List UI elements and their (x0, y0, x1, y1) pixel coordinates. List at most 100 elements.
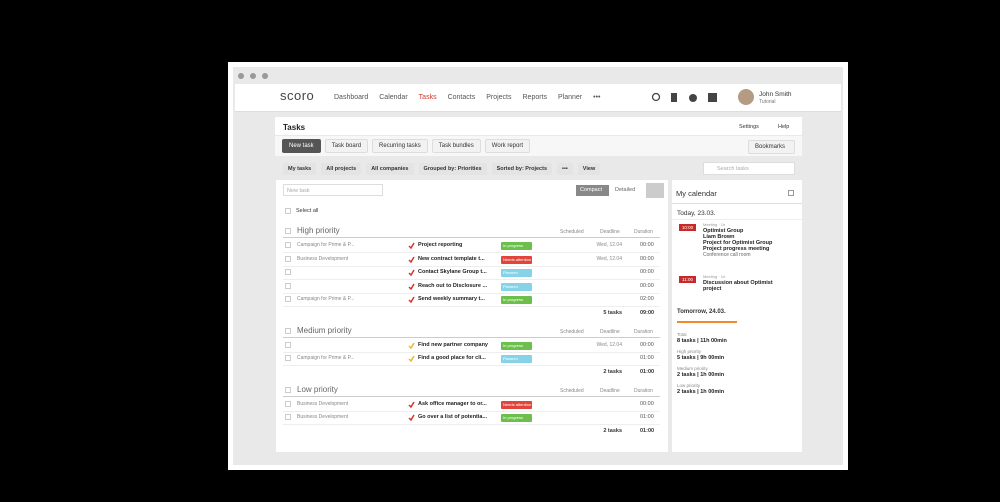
logo[interactable]: scoro (280, 88, 315, 103)
group-title: High priority (297, 226, 340, 235)
check-icon (408, 355, 415, 362)
row-divider (283, 424, 660, 425)
column-header: Duration (634, 328, 653, 335)
event-line[interactable]: Conference call room (703, 252, 751, 258)
close-icon[interactable] (788, 190, 794, 196)
task-name[interactable]: Find a good place for cli... (418, 355, 486, 361)
event-line[interactable]: Liam Brown (703, 234, 735, 240)
checkbox[interactable] (285, 255, 291, 262)
layout-toggle[interactable] (646, 183, 664, 198)
nav-item[interactable]: Dashboard (334, 94, 369, 101)
filter[interactable]: View (577, 163, 601, 175)
add-icon[interactable] (708, 93, 717, 102)
summary-label: High priority (677, 349, 702, 354)
checkbox[interactable] (285, 341, 291, 348)
filter[interactable]: My tasks (283, 163, 317, 175)
nav-item[interactable]: Calendar (379, 94, 408, 101)
status-badge: Planned (501, 269, 532, 277)
search-icon[interactable] (651, 92, 661, 102)
event-line[interactable]: Optimist Group (703, 228, 744, 234)
help-link[interactable]: Help (778, 124, 790, 130)
window-dot (238, 73, 244, 79)
check-icon (408, 296, 415, 303)
notification-icon[interactable] (689, 94, 697, 102)
event-line[interactable]: project (703, 286, 722, 292)
status-badge: Planned (501, 282, 532, 291)
checkbox[interactable] (285, 269, 291, 275)
nav-item[interactable]: ••• (593, 94, 601, 101)
checkbox[interactable] (285, 228, 291, 234)
task-name[interactable]: Send weekly summary t... (418, 296, 485, 302)
project: Campaign for Prime & P... (297, 296, 355, 302)
task-name[interactable]: New contract template t... (418, 255, 485, 262)
tab[interactable]: Task board (324, 139, 369, 153)
detailed-toggle[interactable]: Detailed (615, 187, 636, 193)
status-badge: In progress (501, 296, 532, 304)
tomorrow-underline (677, 321, 737, 323)
task-name[interactable]: Project reporting (418, 242, 463, 248)
column-header: Deadline (600, 387, 620, 394)
event-type: Meeting · 1h (703, 222, 726, 227)
deadline: Wed, 12.04 (596, 341, 622, 348)
check-icon (408, 414, 415, 421)
event-type: Meeting · 1h (703, 274, 726, 279)
project: Campaign for Prime & P... (297, 355, 355, 361)
task-name[interactable]: Reach out to Disclosure ... (418, 282, 488, 289)
filter[interactable]: ••• (557, 163, 573, 175)
bookmarks-button[interactable]: Bookmarks (748, 140, 795, 154)
event-line[interactable]: Discussion about Optimist (703, 280, 773, 286)
checkbox[interactable] (285, 296, 291, 302)
tab[interactable]: Task bundles (431, 139, 481, 153)
row-divider (283, 351, 660, 353)
row-divider (283, 410, 660, 412)
bookmark-icon[interactable] (671, 93, 677, 102)
divider (283, 237, 660, 238)
new-task-input[interactable]: New task (283, 184, 383, 196)
event-time: 10:00 (679, 224, 696, 231)
tab[interactable]: Recurring tasks (372, 139, 428, 153)
checkbox[interactable] (285, 414, 291, 420)
nav-item[interactable]: Contacts (447, 94, 476, 101)
checkbox[interactable] (285, 355, 291, 361)
tabs: New task Task board Recurring tasks Task bu… (282, 139, 530, 153)
nav-item[interactable]: Reports (522, 94, 548, 101)
user-role: Tutorial (759, 99, 776, 105)
task-name[interactable]: Ask office manager to or... (418, 400, 487, 407)
status-badge: Planned (501, 355, 532, 363)
task-name[interactable]: Go over a list of potentia... (418, 414, 488, 420)
checkbox[interactable] (285, 400, 291, 407)
filter[interactable]: Grouped by: Priorities (418, 163, 487, 175)
select-all[interactable]: Select all (296, 208, 319, 214)
settings-link[interactable]: Settings (739, 124, 759, 130)
task-name[interactable]: Contact Skylane Group t... (418, 269, 487, 275)
compact-toggle[interactable]: Compact (576, 185, 609, 196)
filter[interactable]: All companies (366, 163, 414, 175)
divider (672, 219, 802, 220)
checkbox[interactable] (285, 242, 291, 248)
nav-icons (651, 92, 717, 102)
tab[interactable]: New task (282, 139, 321, 153)
column-header: Scheduled (560, 229, 584, 235)
row-divider (283, 279, 660, 280)
filter[interactable]: Sorted by: Projects (491, 163, 553, 175)
nav-item[interactable]: Planner (558, 94, 583, 101)
filter[interactable]: All projects (321, 163, 362, 175)
event-line[interactable]: Project progress meeting (703, 246, 770, 252)
summary-label: Total (677, 332, 687, 337)
checkbox[interactable] (285, 327, 291, 334)
nav-item[interactable]: Tasks (418, 94, 437, 101)
duration: 00:00 (640, 242, 654, 248)
tab[interactable]: Work report (484, 139, 530, 153)
nav-item[interactable]: Projects (486, 94, 512, 101)
checkbox[interactable] (285, 282, 291, 289)
project: Business Development (297, 414, 349, 420)
search-input[interactable]: Search tasks (703, 162, 795, 175)
column-header: Duration (634, 229, 653, 235)
avatar[interactable] (738, 89, 754, 105)
checkbox[interactable] (285, 386, 291, 393)
task-name[interactable]: Find new partner company (418, 341, 488, 348)
checkbox[interactable] (285, 208, 291, 214)
event-line[interactable]: Project for Optimist Group (703, 240, 773, 246)
duration: 01:00 (640, 414, 654, 420)
